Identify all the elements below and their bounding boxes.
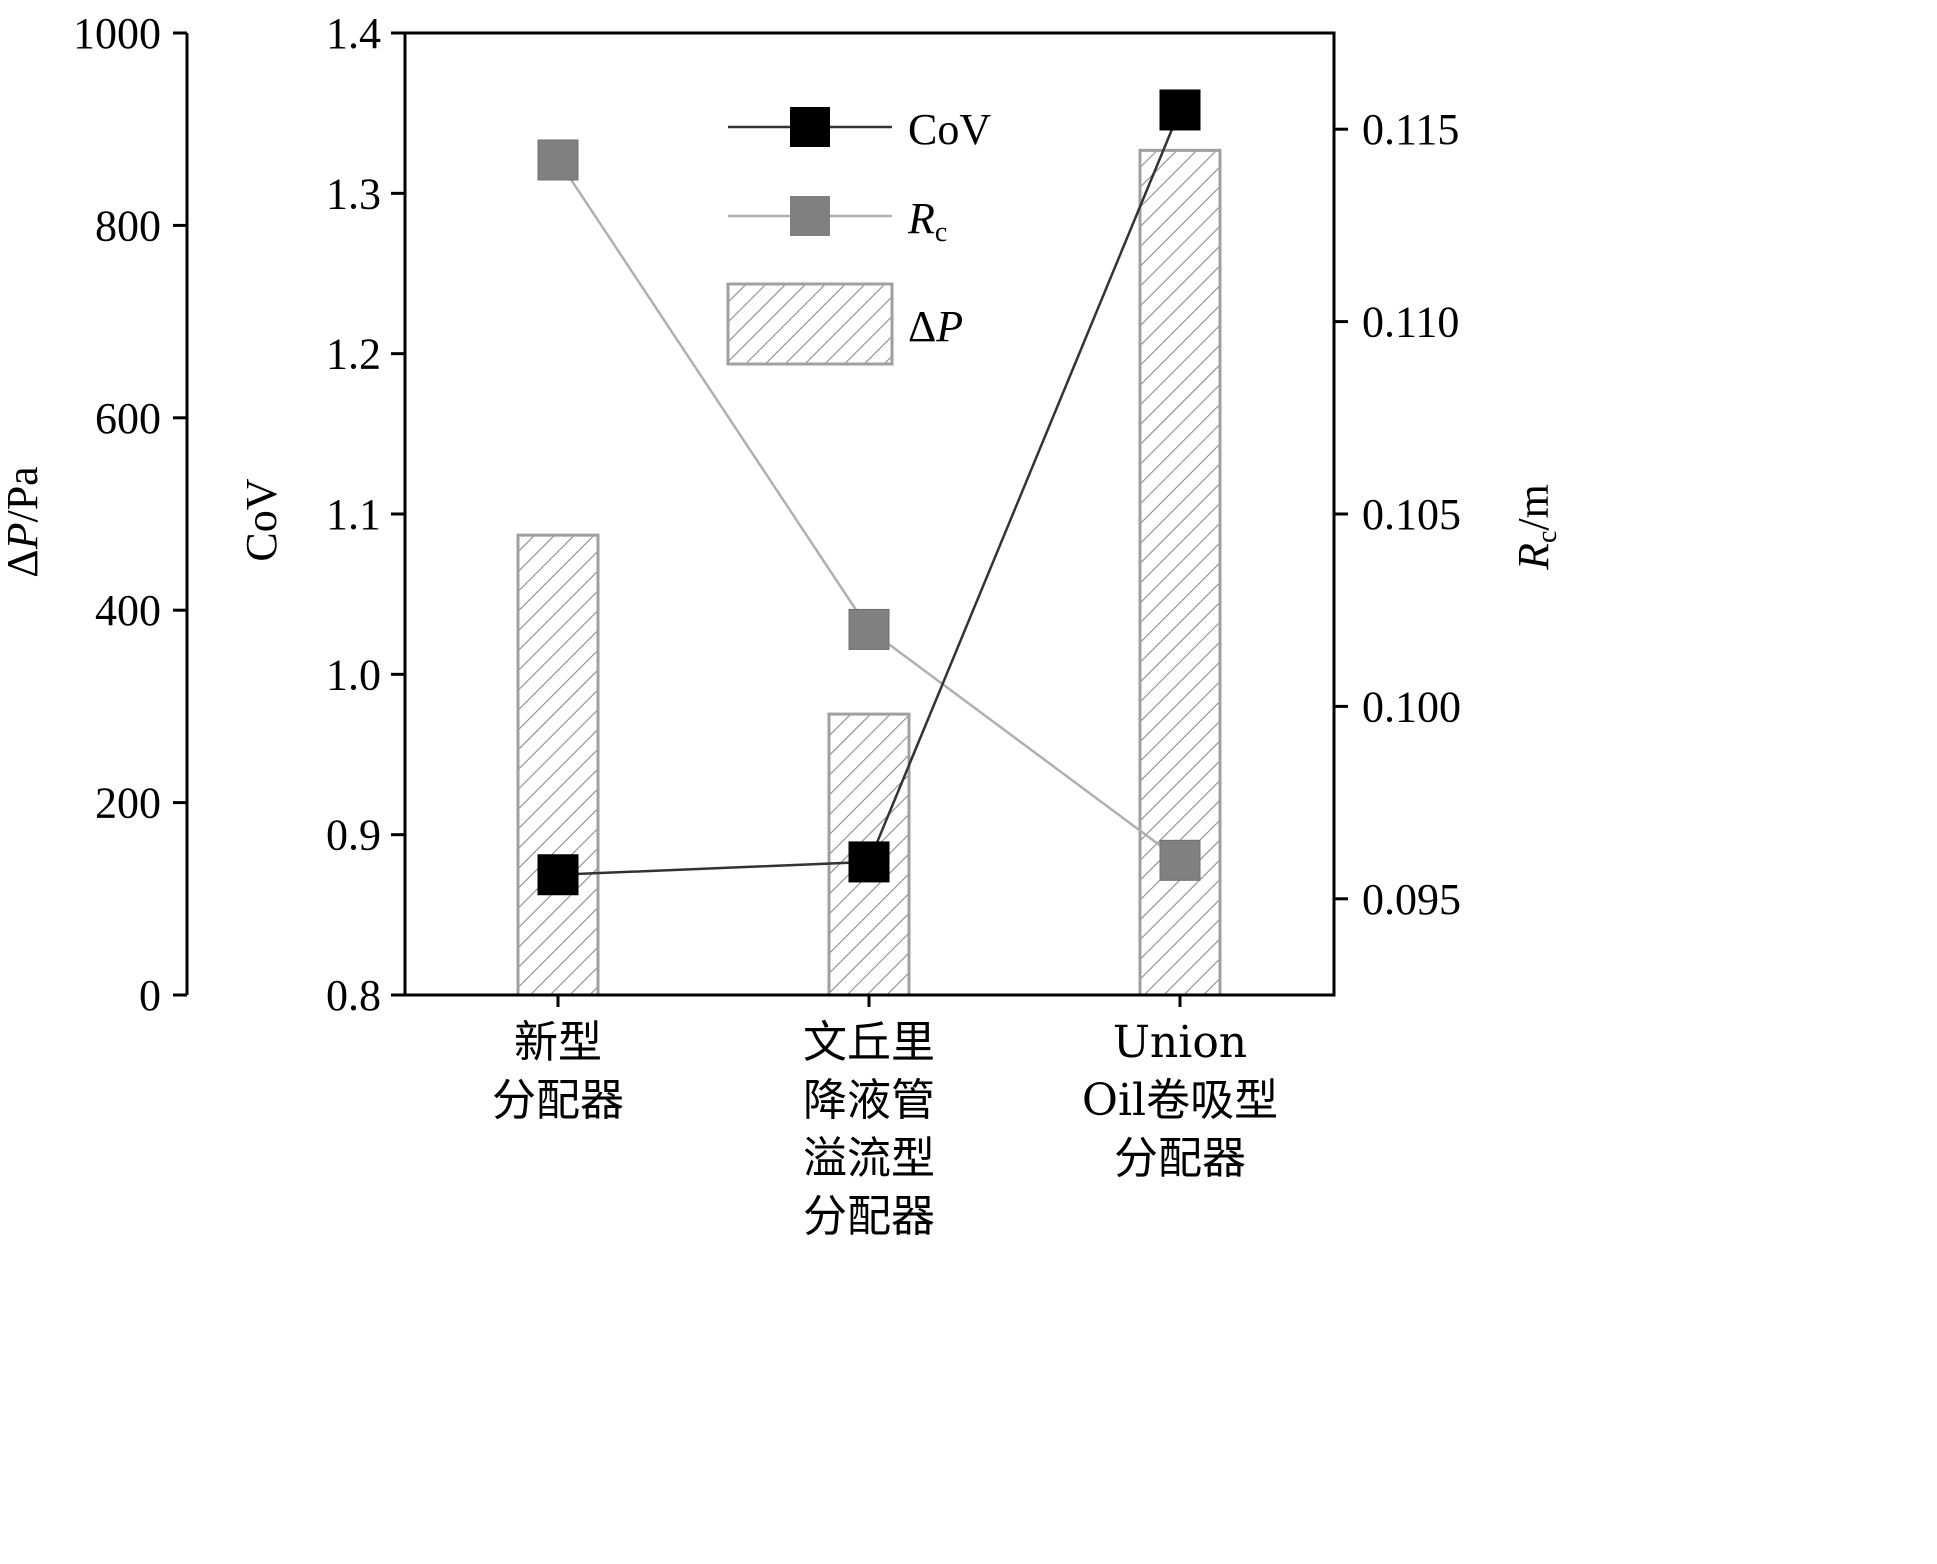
axis-rc-title: Rc/m — [1509, 484, 1563, 571]
axis-dp-title: ΔP/Pa — [0, 466, 47, 577]
axis-cov-tick-label: 1.3 — [326, 169, 381, 218]
rc-point-0 — [537, 139, 579, 181]
axis-dp-title-delta: Δ — [0, 549, 47, 577]
legend-rc-marker — [790, 196, 830, 236]
axis-cov-tick-label: 1.2 — [326, 330, 381, 379]
axis-rc-tick-label: 0.095 — [1362, 875, 1461, 924]
x-category-label-line: 分配器 — [803, 1191, 935, 1242]
axis-dp-tick-label: 800 — [95, 201, 161, 250]
axis-cov-tick-label: 1.1 — [326, 490, 381, 539]
x-category-label-line: 降液管 — [803, 1075, 935, 1126]
axis-cov-tick-label: 0.9 — [326, 811, 381, 860]
axis-rc-tick-label: 0.110 — [1362, 298, 1459, 347]
axis-rc-tick-label: 0.105 — [1362, 490, 1461, 539]
x-category-label-1: 文丘里降液管溢流型分配器 — [803, 1017, 935, 1242]
x-category-label-line: 新型 — [514, 1017, 602, 1068]
axis-dp-title-unit: /Pa — [0, 466, 47, 522]
cov-point-0 — [537, 854, 579, 896]
axis-dp-title-p: P — [0, 523, 47, 551]
axis-cov-tick-label: 1.0 — [326, 650, 381, 699]
axis-dp-tick-label: 0 — [139, 971, 161, 1020]
x-category-label-line: 分配器 — [1114, 1133, 1246, 1184]
legend-rc-sub: c — [935, 217, 947, 248]
x-category-label-line: 溢流型 — [803, 1133, 935, 1184]
axis-rc-tick-label: 0.100 — [1362, 682, 1461, 731]
bar-dp-0 — [516, 533, 600, 997]
axis-dp-tick-label: 1000 — [73, 9, 161, 58]
cov-point-2 — [1159, 89, 1201, 131]
axis-cov-tick-label: 1.4 — [326, 9, 381, 58]
axis-rc-tick-label: 0.115 — [1362, 105, 1459, 154]
axis-rc-title-sub: c — [1532, 531, 1563, 543]
x-category-label-2: Union Oil卷吸型分配器 — [1082, 1017, 1278, 1184]
axis-cov-tick-label: 0.8 — [326, 971, 381, 1020]
cov-point-1 — [848, 841, 890, 883]
axis-rc-title-main: R — [1509, 543, 1558, 571]
legend-dp-delta: Δ — [908, 302, 936, 351]
axis-dp-tick-label: 200 — [95, 779, 161, 828]
axis-rc-title-unit: /m — [1509, 484, 1558, 530]
rc-point-1 — [848, 608, 890, 650]
x-category-label-line: 分配器 — [492, 1075, 624, 1126]
axis-dp-tick-label: 400 — [95, 586, 161, 635]
legend-dp-swatch — [726, 282, 894, 366]
x-category-label-line: 文丘里 — [803, 1017, 935, 1068]
chart-root: 0 200 400 600 800 1000 0.8 0.9 1.0 1.1 1.2 1.3 1.4 0.… — [0, 9, 1563, 1242]
x-category-label-0: 新型分配器 — [492, 1017, 624, 1126]
legend-cov-marker — [790, 107, 830, 147]
axis-cov-title: CoV — [237, 478, 286, 561]
legend-dp-p: P — [935, 302, 963, 351]
x-category-label-line: Union — [1113, 1017, 1247, 1068]
legend-cov-label: CoV — [908, 105, 991, 154]
legend-dp-label: ΔP — [908, 302, 963, 351]
x-category-label-line: Oil卷吸型 — [1082, 1075, 1278, 1126]
legend-rc-main: R — [907, 194, 935, 243]
legend-rc-label: Rc — [907, 194, 947, 248]
axis-dp-tick-label: 600 — [95, 394, 161, 443]
chart-svg: 0 200 400 600 800 1000 0.8 0.9 1.0 1.1 1.2 1.3 1.4 0.… — [0, 9, 1563, 1242]
rc-point-2 — [1159, 839, 1201, 881]
